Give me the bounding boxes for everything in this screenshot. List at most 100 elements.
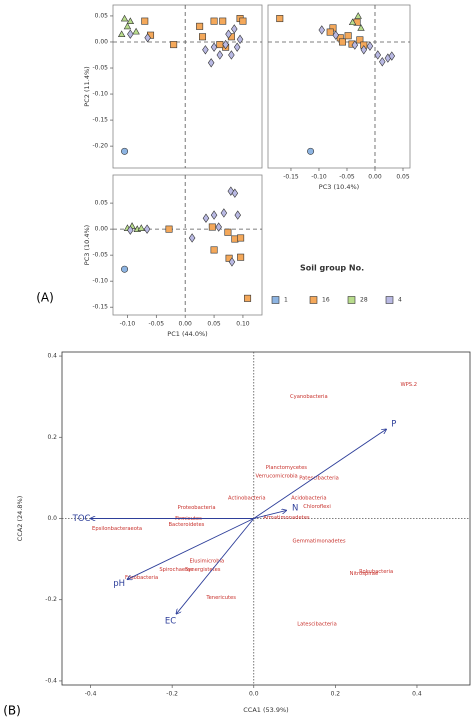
y-axis-label: PC3 (10.4%) bbox=[83, 225, 91, 265]
x-axis-label: CCA1 (53.9%) bbox=[243, 706, 288, 714]
species-label: Synergistetes bbox=[185, 567, 221, 573]
species-label: Epsilonbacteraeota bbox=[92, 526, 142, 532]
point bbox=[228, 257, 236, 267]
species-label: Patescibacteria bbox=[299, 475, 339, 481]
y-axis-label: CCA2 (24.8%) bbox=[16, 496, 24, 541]
point bbox=[237, 234, 245, 242]
y-tick-label: 0.00 bbox=[95, 226, 109, 233]
y-tick-label: 0.0 bbox=[47, 515, 57, 522]
y-tick-label: -0.2 bbox=[45, 596, 57, 603]
y-tick-label: 0.05 bbox=[95, 12, 109, 19]
species-label: Planctomycetes bbox=[266, 465, 307, 471]
y-tick-label: -0.10 bbox=[92, 91, 108, 98]
x-tick-label: -0.10 bbox=[311, 174, 327, 181]
species-label: Elusimicrobia bbox=[190, 559, 225, 565]
point bbox=[199, 33, 207, 41]
point bbox=[121, 265, 129, 273]
point bbox=[117, 30, 126, 38]
legend-swatch bbox=[385, 296, 394, 304]
species-label: Latescibacteria bbox=[297, 622, 337, 628]
legend-swatch bbox=[309, 296, 318, 304]
x-tick-label: 0.4 bbox=[412, 691, 422, 698]
species-label: Acidobacteria bbox=[291, 496, 327, 502]
point bbox=[244, 294, 252, 302]
point bbox=[210, 42, 218, 52]
point bbox=[348, 18, 357, 26]
x-axis-label: PC3 (10.4%) bbox=[319, 183, 359, 191]
y-tick-label: 0.00 bbox=[95, 38, 109, 45]
point bbox=[143, 224, 151, 234]
plot-frame bbox=[267, 4, 411, 169]
point bbox=[202, 213, 210, 223]
point bbox=[219, 17, 227, 25]
point bbox=[132, 27, 140, 35]
point bbox=[210, 210, 218, 220]
legend-swatch bbox=[347, 296, 356, 304]
point bbox=[121, 147, 129, 155]
legend-label: 1 bbox=[284, 297, 288, 304]
x-tick-label: 0.0 bbox=[249, 691, 259, 698]
point bbox=[388, 51, 396, 61]
point bbox=[236, 34, 244, 45]
point bbox=[137, 224, 146, 231]
point bbox=[231, 188, 239, 198]
point bbox=[234, 210, 241, 220]
panel-label: (A) bbox=[36, 291, 54, 305]
species-label: Armatimonadetes bbox=[263, 515, 310, 521]
point bbox=[127, 29, 134, 39]
point bbox=[208, 223, 216, 231]
point bbox=[239, 17, 247, 25]
species-label: Nitrospirae bbox=[350, 571, 379, 577]
x-tick-label: 0.00 bbox=[179, 321, 193, 328]
point bbox=[144, 33, 151, 43]
x-tick-label: -0.10 bbox=[120, 321, 136, 328]
point bbox=[332, 30, 340, 40]
x-tick-label: 0.05 bbox=[207, 321, 221, 328]
point bbox=[210, 246, 218, 254]
point bbox=[379, 57, 386, 67]
point bbox=[231, 235, 239, 243]
species-label: Verrucomicrobia bbox=[255, 473, 297, 479]
x-tick-label: 0.10 bbox=[236, 321, 250, 328]
point bbox=[165, 225, 173, 233]
y-tick-label: -0.05 bbox=[92, 65, 108, 72]
point bbox=[215, 222, 222, 232]
point bbox=[318, 25, 326, 35]
point bbox=[123, 22, 132, 30]
point bbox=[225, 29, 232, 39]
plot-frame bbox=[112, 174, 263, 316]
point bbox=[339, 38, 347, 46]
point bbox=[170, 41, 178, 49]
point bbox=[127, 225, 134, 235]
legend-swatch bbox=[271, 296, 280, 304]
legend-label: 16 bbox=[322, 297, 330, 304]
point bbox=[207, 58, 215, 68]
x-axis-label: PC1 (44.0%) bbox=[167, 330, 207, 338]
point bbox=[233, 42, 241, 52]
point bbox=[356, 36, 364, 44]
x-tick-label: -0.15 bbox=[283, 174, 299, 181]
point bbox=[374, 50, 382, 60]
x-tick-label: 0.05 bbox=[396, 174, 410, 181]
point bbox=[224, 228, 232, 236]
x-tick-label: -0.05 bbox=[339, 174, 355, 181]
point bbox=[351, 40, 359, 50]
point bbox=[344, 32, 352, 40]
point bbox=[276, 15, 284, 23]
arrow-label: TOC bbox=[72, 514, 91, 524]
species-label: Tenericutes bbox=[205, 595, 236, 601]
point bbox=[237, 253, 245, 261]
arrow bbox=[253, 510, 287, 519]
point bbox=[141, 17, 149, 25]
point bbox=[307, 147, 315, 155]
y-tick-label: 0.05 bbox=[95, 200, 109, 207]
point bbox=[188, 233, 196, 243]
point bbox=[216, 50, 224, 60]
point bbox=[220, 208, 228, 218]
legend-label: 4 bbox=[398, 297, 402, 304]
arrow-label: pH bbox=[113, 579, 125, 589]
point bbox=[120, 14, 129, 22]
arrow-label: EC bbox=[165, 616, 176, 626]
species-label: Proteobacteria bbox=[178, 505, 216, 511]
